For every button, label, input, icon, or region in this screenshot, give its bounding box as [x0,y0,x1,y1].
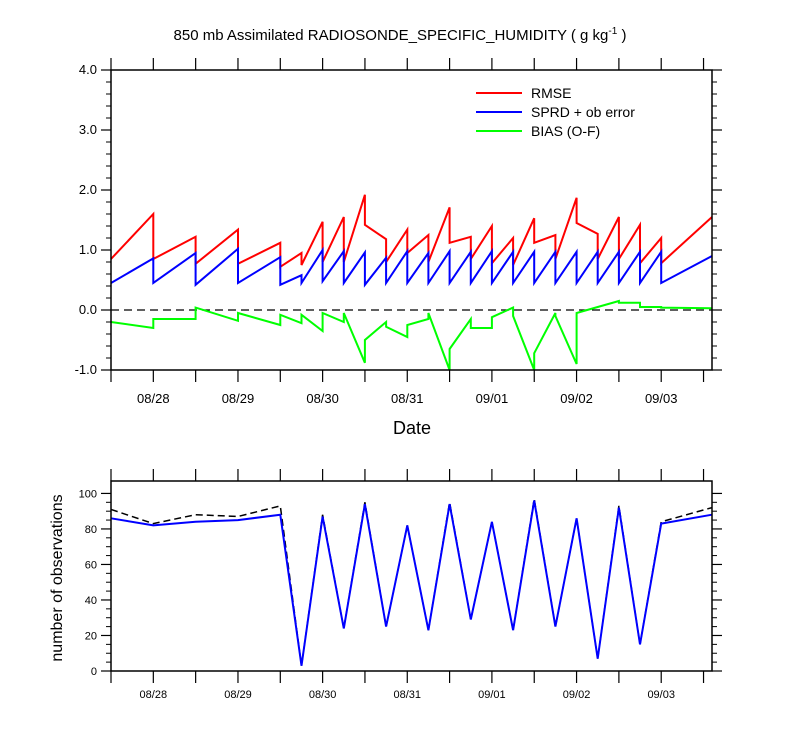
top-xtick-label: 09/01 [476,391,509,406]
bottom-plot-frame [110,480,713,672]
bottom-plot: 0 20 40 60 80 100 08/28 08/29 08/30 08/31 09/01 09… [79,469,722,701]
chart-title-end: ) [617,27,626,44]
bottom-ytick-label: 80 [85,524,97,536]
top-x-axis: 08/28 08/29 08/30 08/31 09/01 09/02 09/03 [110,58,705,406]
top-y-axis: -1.0 0.0 1.0 2.0 3.0 4.0 [75,62,722,377]
bottom-series-assimilated-observations [110,500,713,666]
top-xtick-label: 09/02 [560,391,593,406]
top-plot-frame [110,69,713,371]
top-xtick-label: 09/03 [645,391,678,406]
top-xtick-label: 08/31 [391,391,424,406]
top-ytick-label: 2.0 [79,182,97,197]
bottom-xtick-label: 08/28 [140,689,168,701]
y-axis-label-observations: number of observations [49,494,66,661]
x-axis-label: Date [393,418,431,438]
bottom-y-axis: 0 20 40 60 80 100 [79,488,722,678]
bottom-xtick-label: 09/01 [478,689,506,701]
top-ytick-label: 1.0 [79,242,97,257]
bottom-ytick-label: 100 [79,488,97,500]
top-ytick-label: -1.0 [75,362,97,377]
chart-title-superscript: -1 [608,26,617,37]
bottom-x-axis: 08/28 08/29 08/30 08/31 09/01 09/02 09/03 [110,469,705,701]
top-xtick-label: 08/30 [306,391,339,406]
top-ytick-label: 0.0 [79,302,97,317]
top-ytick-label: 3.0 [79,122,97,137]
bottom-xtick-label: 09/02 [563,689,591,701]
bottom-xtick-label: 08/30 [309,689,337,701]
legend-label-bias: BIAS (O-F) [531,123,600,139]
legend-label-rmse: RMSE [531,85,571,101]
bottom-ytick-label: 40 [85,595,97,607]
top-plot: -1.0 0.0 1.0 2.0 3.0 4.0 08/28 08/29 08/30 08/31… [75,58,722,406]
bottom-series-group [110,498,713,666]
top-series-bias-o-f [110,299,713,371]
legend: RMSE SPRD + ob error BIAS (O-F) [476,85,635,139]
top-ytick-label: 4.0 [79,62,97,77]
top-series-group [110,194,713,371]
top-series-sprd-ob-error [110,246,713,288]
bottom-xtick-label: 08/31 [394,689,422,701]
bottom-ytick-label: 20 [85,630,97,642]
bottom-xtick-label: 09/03 [647,689,675,701]
bottom-ytick-label: 60 [85,559,97,571]
top-xtick-label: 08/28 [137,391,170,406]
bottom-ytick-label: 0 [91,666,97,678]
bottom-xtick-label: 08/29 [224,689,252,701]
bottom-series-total-observations [110,498,713,666]
chart-title: 850 mb Assimilated RADIOSONDE_SPECIFIC_H… [174,26,627,44]
legend-label-sprd: SPRD + ob error [531,104,635,120]
top-xtick-label: 08/29 [222,391,255,406]
top-series-rmse [110,194,713,269]
